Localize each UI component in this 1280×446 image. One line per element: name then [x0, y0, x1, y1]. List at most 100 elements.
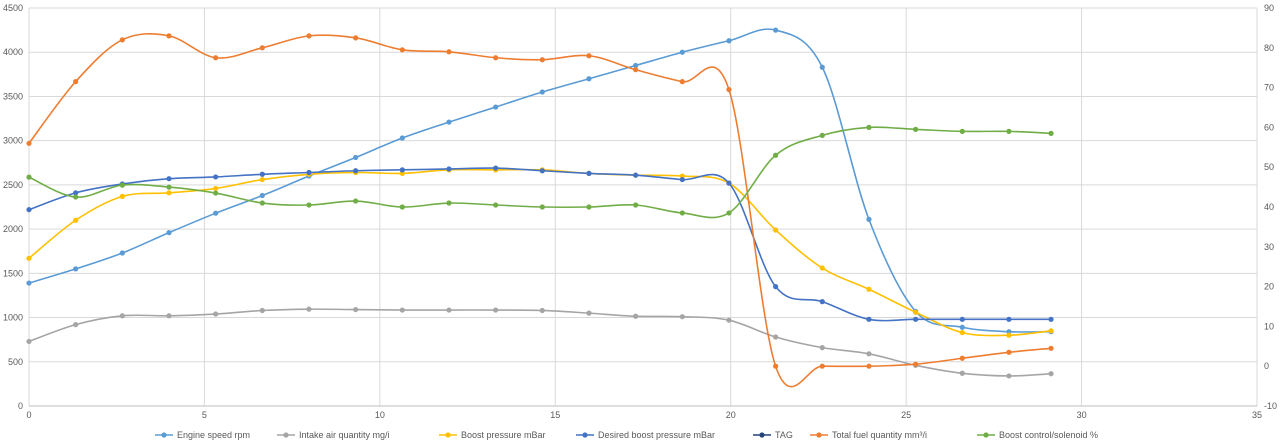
x-tick-label: 0 — [26, 410, 31, 420]
data-point — [353, 168, 359, 174]
data-point — [26, 174, 32, 180]
data-point — [866, 216, 872, 222]
data-point — [586, 53, 592, 59]
y-left-tick-label: 1500 — [3, 268, 23, 278]
data-point — [166, 313, 172, 319]
data-point — [539, 204, 545, 210]
legend-item: TAG — [753, 430, 793, 440]
data-point — [679, 49, 685, 55]
y-left-tick-label: 4500 — [3, 3, 23, 13]
data-point — [399, 307, 405, 313]
legend-swatch-marker — [283, 432, 289, 438]
data-point — [306, 202, 312, 208]
legend-label: Desired boost pressure mBar — [598, 430, 715, 440]
data-point — [353, 154, 359, 161]
legend-swatch-marker — [582, 432, 588, 438]
data-point — [773, 284, 779, 290]
data-point — [493, 55, 499, 61]
data-point — [493, 307, 499, 313]
data-point — [913, 126, 919, 132]
data-point — [119, 182, 125, 188]
data-point — [726, 180, 732, 186]
data-point — [773, 27, 779, 33]
data-point — [633, 67, 639, 73]
data-point — [633, 172, 639, 178]
legend-item: Total fuel quantity mm³/i — [810, 430, 927, 440]
data-point — [259, 176, 265, 183]
legend: Engine speed rpm Intake air quantity mg/i… — [155, 430, 1098, 440]
data-point — [819, 299, 825, 305]
y-right-tick-label: 90 — [1264, 3, 1274, 13]
legend-label: Boost control/solenoid % — [999, 430, 1098, 440]
legend-swatch-marker — [445, 432, 451, 438]
data-point — [26, 140, 32, 146]
data-point — [959, 128, 965, 134]
data-point — [259, 307, 265, 314]
data-point — [26, 207, 32, 213]
legend-item: Boost control/solenoid % — [977, 430, 1098, 440]
data-point — [819, 363, 825, 369]
data-point — [73, 190, 79, 196]
data-point — [913, 361, 919, 367]
data-point — [306, 169, 312, 176]
data-point — [679, 210, 685, 216]
data-point — [493, 165, 499, 171]
data-point — [726, 317, 732, 323]
legend-label: Boost pressure mBar — [461, 430, 546, 440]
data-point — [73, 266, 79, 272]
data-point — [586, 76, 592, 82]
data-point — [913, 316, 919, 322]
series-lines — [26, 27, 1054, 388]
data-point — [119, 193, 125, 199]
legend-item: Engine speed rpm — [155, 430, 250, 440]
series-2 — [26, 167, 1054, 338]
data-point — [1048, 371, 1054, 377]
data-point — [446, 200, 452, 206]
data-point — [1006, 128, 1012, 134]
series-5 — [26, 32, 1054, 388]
legend-item: Desired boost pressure mBar — [576, 430, 715, 440]
data-point — [446, 166, 452, 172]
data-point — [119, 37, 125, 43]
legend-label: Engine speed rpm — [177, 430, 250, 440]
data-point — [819, 64, 825, 70]
y-left-tick-label: 3000 — [3, 136, 23, 146]
data-point — [1006, 349, 1012, 355]
y-right-tick-label: 20 — [1264, 282, 1274, 292]
data-point — [73, 194, 79, 200]
data-point — [26, 280, 32, 286]
data-point — [726, 86, 732, 93]
legend-swatch-marker — [759, 432, 765, 438]
data-point — [539, 168, 545, 174]
y-right-tick-label: 50 — [1264, 162, 1274, 172]
data-point — [1006, 373, 1012, 379]
data-point — [866, 286, 872, 292]
data-point — [679, 79, 685, 85]
data-point — [866, 124, 872, 130]
data-point — [1048, 130, 1054, 136]
data-point — [773, 334, 779, 340]
legend-item: Boost pressure mBar — [439, 430, 546, 440]
y-right-tick-label: 80 — [1264, 43, 1274, 53]
data-point — [306, 33, 312, 39]
data-point — [539, 89, 545, 95]
y-right-tick-label: 70 — [1264, 83, 1274, 93]
data-point — [446, 119, 452, 125]
legend-swatch-marker — [816, 432, 822, 438]
data-point — [959, 329, 965, 336]
x-tick-label: 15 — [550, 410, 560, 420]
data-point — [959, 370, 965, 376]
data-point — [586, 310, 592, 316]
data-point — [119, 313, 125, 319]
y-left-tick-label: 2500 — [3, 180, 23, 190]
data-point — [399, 167, 405, 173]
data-point — [679, 176, 685, 183]
data-point — [166, 230, 172, 236]
data-point — [73, 217, 79, 223]
legend-label: Total fuel quantity mm³/i — [832, 430, 927, 440]
data-point — [213, 174, 219, 180]
data-point — [213, 190, 219, 196]
data-point — [166, 33, 172, 39]
data-point — [353, 306, 359, 313]
